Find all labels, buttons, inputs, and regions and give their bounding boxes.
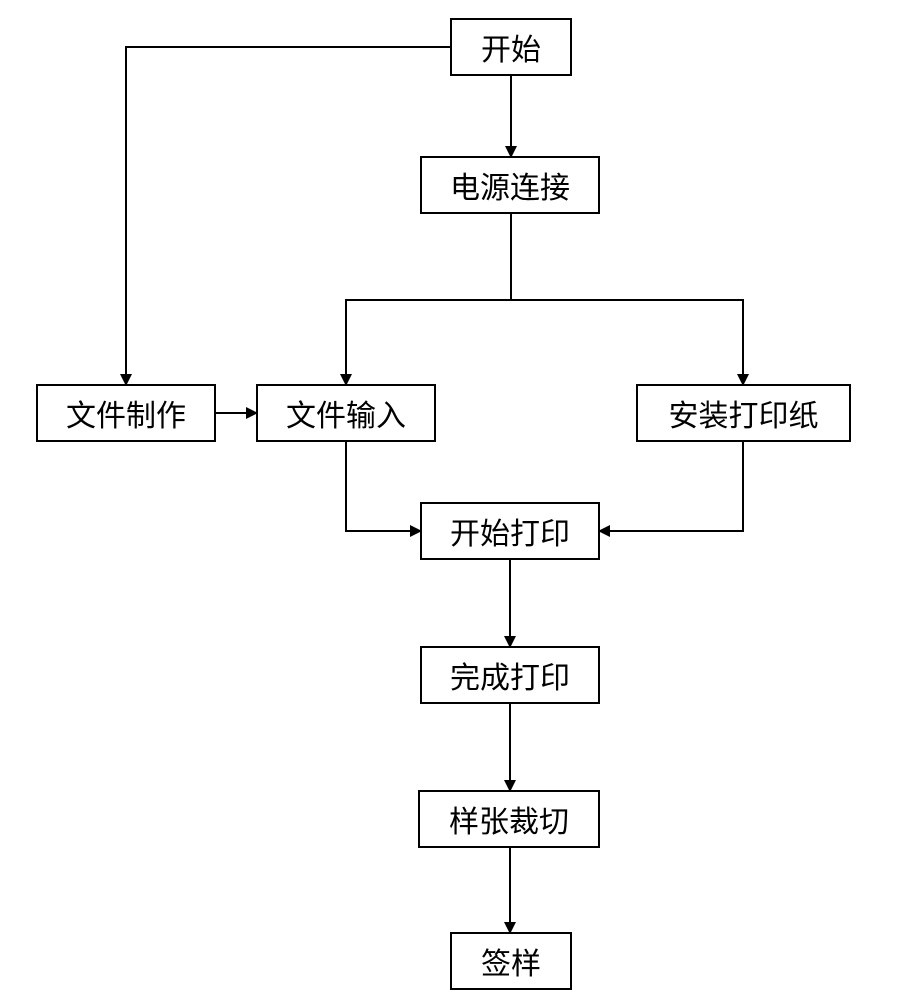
flow-node-start_print: 开始打印 — [420, 502, 600, 560]
flow-node-file_input: 文件输入 — [256, 384, 436, 442]
flow-node-power_connect: 电源连接 — [420, 156, 600, 214]
edge-power_connect-to-install_paper — [511, 214, 743, 384]
edge-power_connect-to-file_input — [346, 214, 511, 384]
flow-node-file_make: 文件制作 — [36, 384, 216, 442]
flow-node-label: 样张裁切 — [449, 797, 569, 841]
flow-node-label: 完成打印 — [450, 653, 570, 697]
edge-install_paper-to-start_print — [600, 442, 743, 531]
flow-node-label: 文件制作 — [66, 391, 186, 435]
flow-node-label: 电源连接 — [450, 163, 570, 207]
flow-node-start: 开始 — [450, 18, 572, 76]
edge-file_input-to-start_print — [346, 442, 420, 531]
edge-start-to-file_make — [126, 47, 450, 384]
edges-layer — [0, 0, 916, 1000]
flow-node-install_paper: 安装打印纸 — [636, 384, 851, 442]
flowchart-canvas: 开始电源连接文件制作 文件输入 安装打印纸开始打印完成打印样张裁切签样 — [0, 0, 916, 1000]
flow-node-finish_print: 完成打印 — [420, 646, 600, 704]
flow-node-label: 安装打印纸 — [669, 391, 819, 435]
flow-node-label: 开始打印 — [450, 509, 570, 553]
flow-node-label: 文件输入 — [286, 391, 406, 435]
flow-node-sample_cut: 样张裁切 — [418, 790, 600, 848]
flow-node-sign_sample: 签样 — [450, 932, 572, 990]
flow-node-label: 签样 — [481, 939, 541, 983]
flow-node-label: 开始 — [481, 25, 541, 69]
